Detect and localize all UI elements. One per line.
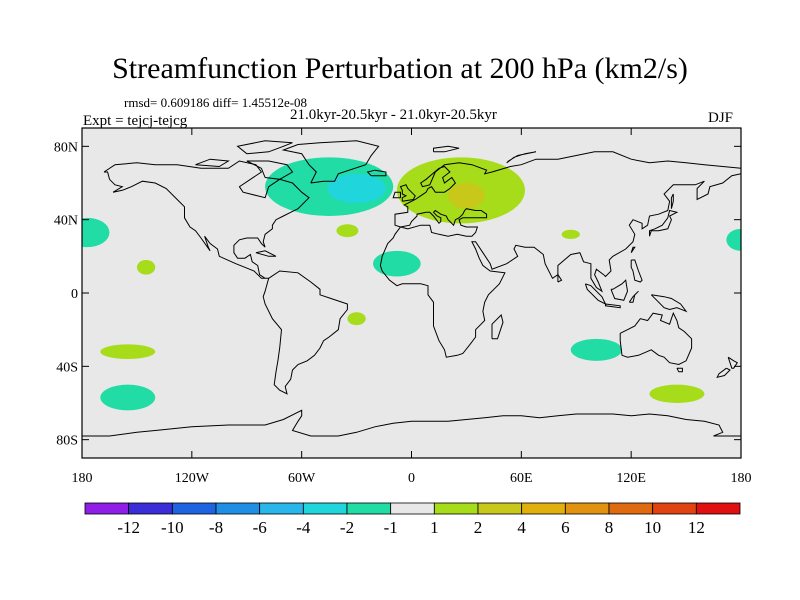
anomaly-south-atlantic-positive — [347, 312, 366, 326]
coastline-tasmania — [676, 367, 683, 373]
coastline-philippines — [630, 259, 643, 283]
x-tick-label: 0 — [408, 471, 415, 486]
coastline-sri-lanka — [557, 273, 563, 283]
anomaly-europe-positive-inner — [448, 183, 485, 209]
x-tick-label: 120E — [616, 471, 646, 486]
coastline-new-zealand-north — [727, 356, 739, 369]
colorbar-swatch — [477, 502, 523, 515]
coastline-north-america — [103, 160, 310, 279]
colorbar-swatch — [652, 502, 697, 515]
coastline-ireland — [392, 191, 401, 199]
coastline-great-britain — [399, 184, 416, 202]
anomaly-mid-atlantic-positive — [336, 224, 359, 238]
colorbar-swatch — [128, 502, 173, 515]
colorbar-label: -12 — [117, 518, 140, 537]
coastline-madagascar — [491, 314, 504, 340]
colorbar-label: 10 — [644, 518, 661, 537]
anomaly-east-pacific-negative — [82, 217, 110, 248]
colorbar-swatch — [259, 502, 304, 515]
coastline-borneo — [610, 279, 629, 301]
x-tick-label: 120W — [175, 471, 210, 486]
colorbar-swatch — [302, 502, 348, 515]
y-tick-label: 40N — [54, 214, 78, 229]
coastline-victoria-island — [195, 158, 230, 168]
colorbar-swatch — [84, 502, 130, 515]
stats-label: rmsd= 0.609186 diff= 1.45512e-08 — [124, 95, 308, 110]
colorbar-label: -1 — [384, 518, 398, 537]
colorbar-label: 12 — [688, 518, 705, 537]
colorbar-label: 4 — [517, 518, 526, 537]
coastline-new-guinea — [650, 294, 688, 313]
colorbar-swatch — [390, 502, 435, 515]
axis-layer: 80N 40N 0 40S 80S 180 120W 60W 0 60E 120E 180 — [54, 128, 752, 486]
colorbar-label: -4 — [296, 518, 311, 537]
y-tick-label: 40S — [56, 360, 78, 375]
anomaly-southeast-pacific-negative — [100, 384, 156, 411]
y-tick-label: 80N — [54, 140, 78, 155]
chart-title: Streamfunction Perturbation at 200 hPa (… — [112, 52, 688, 85]
x-tick-label: 180 — [731, 471, 752, 486]
colorbar-label: -2 — [340, 518, 354, 537]
coastline-ellesmere-island — [236, 140, 293, 155]
colorbar-label: 2 — [474, 518, 483, 537]
colorbar-label: -8 — [209, 518, 223, 537]
colorbar-swatch — [215, 502, 261, 515]
colorbar-swatch — [433, 502, 479, 515]
colorbar-swatch — [564, 502, 610, 515]
y-tick-label: 0 — [71, 287, 78, 302]
anomaly-west-pacific-negative — [726, 228, 741, 251]
anomaly-central-atlantic-negative — [373, 250, 421, 277]
coastline-sakhalin — [670, 193, 674, 209]
coastline-layer — [82, 140, 741, 437]
coastline-taiwan — [630, 246, 636, 253]
colorbar-swatch — [521, 502, 566, 515]
coastline-new-zealand-south — [716, 367, 731, 379]
coastline-afro-eurasia — [379, 151, 741, 358]
coastline-iceland — [366, 169, 387, 177]
coastline-java — [605, 303, 621, 309]
anomaly-indian-ocean-negative — [570, 338, 623, 361]
coastline-australia — [619, 311, 693, 366]
colorbar: -12 -10 -8 -6 -4 -2 -1 1 2 4 6 8 10 12 — [84, 502, 741, 537]
anomaly-north-atlantic-negative-inner — [327, 173, 386, 204]
anomaly-south-pacific-positive — [100, 344, 156, 359]
x-tick-label: 60W — [288, 471, 316, 486]
season-label: DJF — [708, 110, 734, 126]
colorbar-swatch — [695, 502, 741, 515]
coastline-novaya-zemlya — [506, 151, 537, 164]
x-tick-label: 60E — [510, 471, 533, 486]
anomaly-central-asia-positive — [561, 229, 580, 239]
colorbar-swatch — [171, 502, 217, 515]
coastline-sulawesi — [628, 290, 639, 303]
colorbar-swatch — [608, 502, 654, 515]
colorbar-label: 8 — [605, 518, 614, 537]
anomaly-tasman-positive — [649, 384, 705, 404]
colorbar-label: -10 — [161, 518, 184, 537]
experiment-label: Expt = tejcj-tejcg — [83, 113, 188, 129]
coastline-svalbard — [433, 145, 460, 153]
anomaly-mid-pacific-positive — [136, 260, 156, 275]
coastline-cuba — [255, 250, 277, 257]
period-label: 21.0kyr-20.5kyr - 21.0kyr-20.5kyr — [290, 107, 497, 123]
colorbar-swatch — [346, 502, 392, 515]
coastline-antarctica — [82, 409, 741, 437]
coastline-baffin-island — [246, 160, 294, 180]
colorbar-label: 1 — [430, 518, 439, 537]
colorbar-label: -6 — [253, 518, 267, 537]
x-tick-label: 180 — [72, 471, 93, 486]
anomaly-layer — [82, 157, 741, 411]
colorbar-label: 6 — [561, 518, 570, 537]
coastline-south-america — [262, 270, 348, 395]
y-tick-label: 80S — [56, 434, 78, 449]
coastline-japan — [649, 209, 679, 237]
coastline-greenland — [281, 140, 380, 184]
